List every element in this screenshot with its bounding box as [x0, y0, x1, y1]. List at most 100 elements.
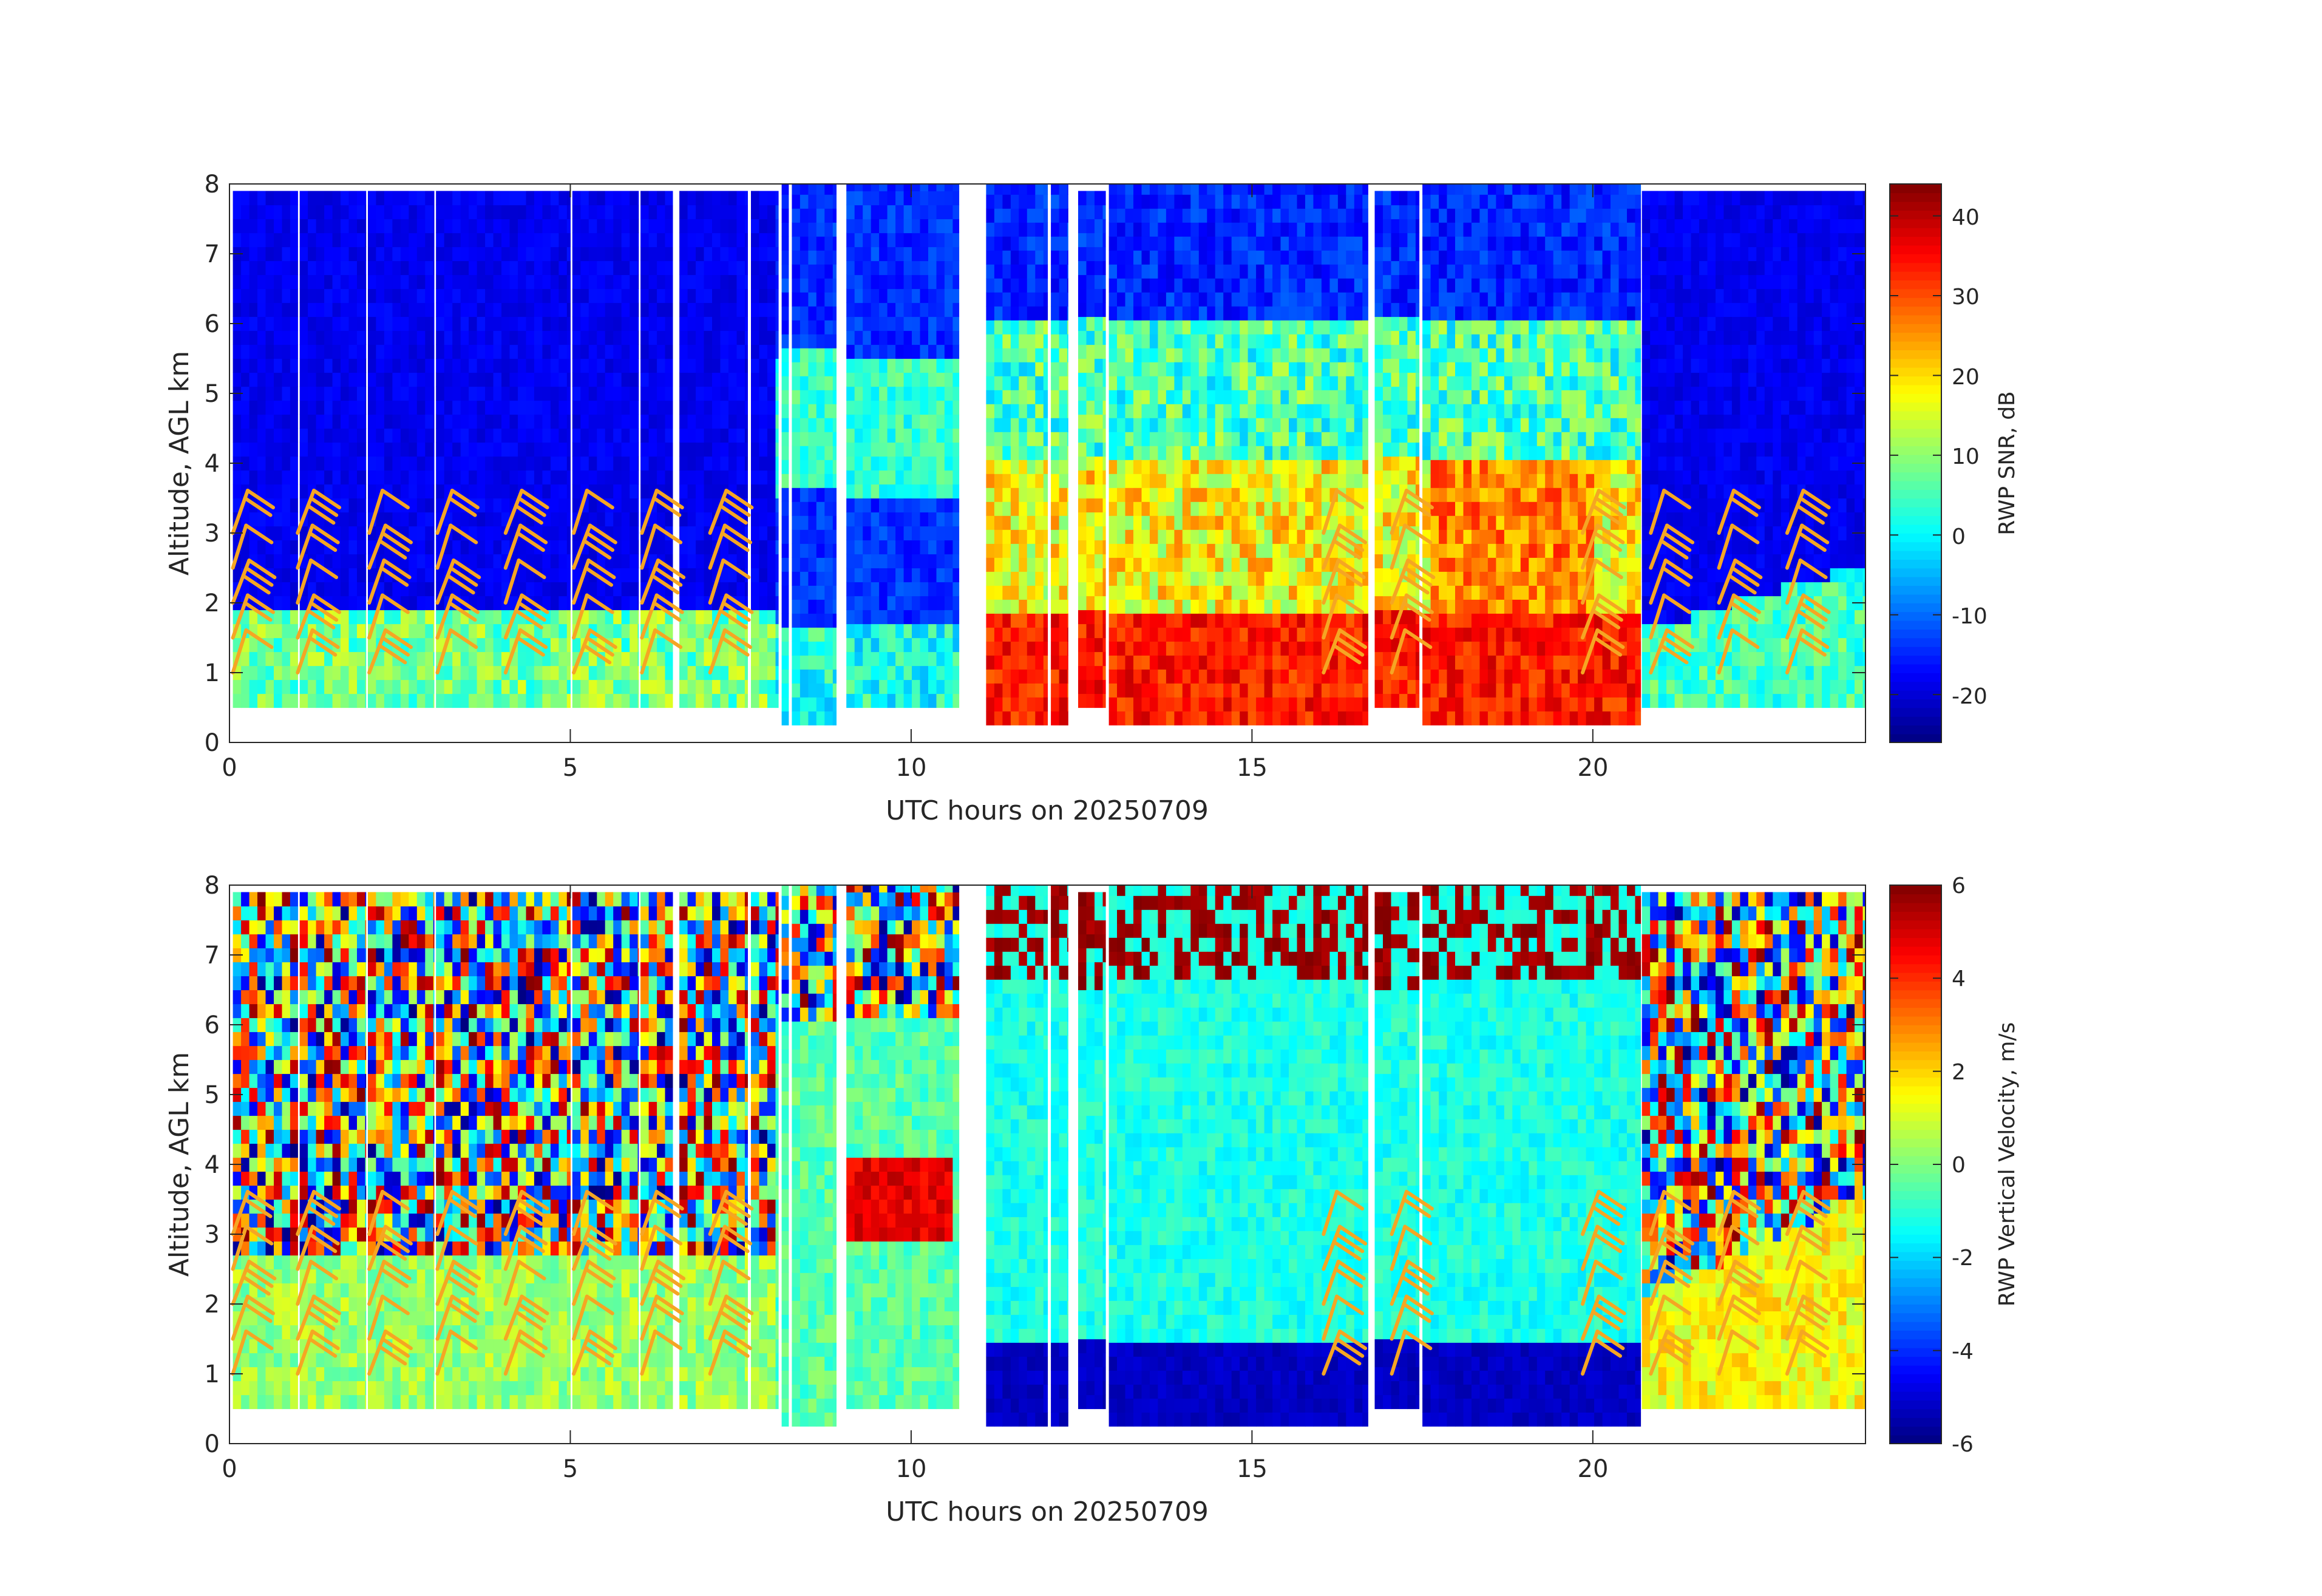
heatmap-cell — [416, 470, 426, 485]
heatmap-cell — [1166, 320, 1175, 334]
heatmap-cell — [409, 512, 418, 527]
heatmap-cell — [1190, 501, 1200, 516]
heatmap-cell — [1133, 571, 1142, 586]
heatmap-cell — [679, 637, 688, 653]
heatmap-cell — [912, 582, 921, 597]
heatmap-cell — [1019, 432, 1028, 446]
heatmap-cell — [433, 596, 435, 611]
heatmap-cell — [824, 557, 833, 572]
heatmap-cell — [879, 184, 888, 192]
heatmap-cell — [903, 372, 912, 387]
heatmap-cell — [832, 460, 837, 474]
heatmap-cell — [400, 288, 409, 304]
heatmap-cell — [1231, 501, 1240, 516]
heatmap-cell — [1289, 627, 1298, 642]
heatmap-cell — [233, 288, 242, 304]
heatmap-cell — [1019, 697, 1028, 711]
heatmap-cell — [1223, 264, 1232, 279]
heatmap-cell — [332, 260, 341, 276]
heatmap-cell — [1051, 557, 1060, 572]
heatmap-cell — [1174, 432, 1183, 446]
heatmap-cell — [501, 330, 511, 345]
heatmap-cell — [1280, 613, 1289, 628]
heatmap-cell — [249, 219, 258, 234]
heatmap-cell — [1280, 627, 1289, 642]
heatmap-cell — [854, 498, 863, 513]
heatmap-cell — [936, 554, 945, 569]
heatmap-cell — [1149, 334, 1158, 348]
heatmap-cell — [863, 260, 872, 276]
heatmap-cell — [477, 651, 486, 667]
heatmap-cell — [1289, 334, 1298, 348]
heatmap-cell — [687, 568, 696, 583]
heatmap-cell — [854, 219, 863, 234]
heatmap-cell — [1215, 334, 1224, 348]
heatmap-cell — [744, 554, 748, 569]
heatmap-cell — [679, 428, 688, 443]
heatmap-cell — [696, 274, 705, 290]
heatmap-cell — [871, 205, 880, 220]
heatmap-cell — [1329, 655, 1339, 670]
heatmap-cell — [257, 302, 266, 318]
heatmap-cell — [274, 428, 283, 443]
heatmap-cell — [799, 236, 809, 251]
heatmap-cell — [712, 302, 721, 318]
heatmap-cell — [316, 582, 325, 597]
heatmap-cell — [720, 302, 729, 318]
heatmap-cell — [425, 260, 434, 276]
heatmap-cell — [720, 288, 729, 304]
heatmap-cell — [767, 693, 776, 708]
heatmap-cell — [1043, 362, 1048, 376]
heatmap-cell — [1313, 362, 1322, 376]
heatmap-cell — [1158, 501, 1167, 516]
heatmap-cell — [781, 697, 789, 711]
heatmap-cell — [648, 191, 657, 206]
heatmap-cell — [799, 432, 809, 446]
heatmap-cell — [241, 386, 250, 401]
heatmap-cell — [1125, 501, 1134, 516]
heatmap-cell — [518, 316, 527, 331]
heatmap-cell — [241, 456, 250, 471]
heatmap-cell — [1264, 627, 1273, 642]
heatmap-cell — [854, 184, 863, 192]
heatmap-cell — [436, 358, 445, 373]
heatmap-cell — [1108, 697, 1118, 711]
heatmap-cell — [1240, 376, 1249, 390]
heatmap-cell — [1305, 418, 1314, 432]
heatmap-cell — [572, 484, 581, 499]
heatmap-cell — [895, 428, 905, 443]
heatmap-cell — [1297, 697, 1306, 711]
heatmap-cell — [299, 414, 308, 429]
heatmap-cell — [501, 637, 511, 653]
heatmap-cell — [550, 233, 559, 248]
heatmap-cell — [605, 623, 614, 639]
heatmap-cell — [1078, 526, 1087, 541]
heatmap-cell — [324, 428, 333, 443]
heatmap-cell — [1051, 320, 1060, 334]
heatmap-cell — [928, 637, 937, 653]
heatmap-cell — [485, 260, 494, 276]
heatmap-cell — [1198, 487, 1207, 502]
heatmap-cell — [696, 372, 705, 387]
heatmap-cell — [728, 260, 738, 276]
heatmap-cell — [1174, 390, 1183, 404]
heatmap-cell — [994, 474, 1003, 488]
heatmap-cell — [357, 679, 366, 694]
heatmap-cell — [1256, 292, 1265, 307]
heatmap-cell — [588, 442, 597, 457]
heatmap-cell — [1051, 184, 1060, 195]
heatmap-cell — [1280, 501, 1289, 516]
heatmap-cell — [1190, 474, 1200, 488]
heatmap-cell — [1027, 627, 1036, 642]
heatmap-cell — [1256, 432, 1265, 446]
heatmap-cell — [808, 264, 817, 279]
heatmap-cell — [1313, 571, 1322, 586]
heatmap-cell — [1125, 184, 1134, 195]
heatmap-cell — [376, 302, 385, 318]
heatmap-cell — [357, 274, 366, 290]
heatmap-cell — [1059, 711, 1068, 725]
heatmap-cell — [928, 219, 937, 234]
heatmap-cell — [687, 233, 696, 248]
heatmap-cell — [871, 442, 880, 457]
heatmap-cell — [249, 637, 258, 653]
